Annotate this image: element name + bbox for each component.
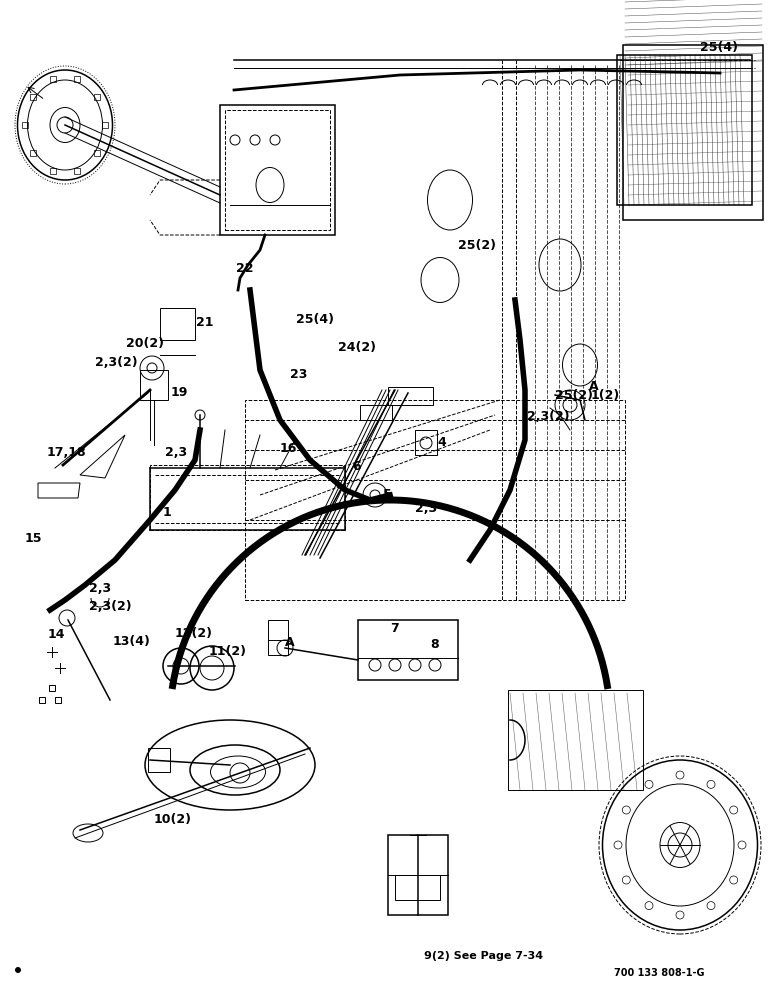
Bar [55, 697, 61, 703]
Text: 5: 5 [383, 488, 391, 500]
Bar [49, 685, 55, 691]
Text: 2,3: 2,3 [165, 446, 187, 458]
Bar [102, 122, 108, 128]
Bar [388, 387, 433, 405]
Text: 4: 4 [437, 436, 445, 448]
Bar [415, 430, 437, 455]
Text: 25(4): 25(4) [296, 314, 334, 326]
Text: 21: 21 [196, 316, 214, 330]
Text: 700 133 808-1-G: 700 133 808-1-G [614, 968, 705, 978]
Bar [220, 105, 335, 235]
Bar [623, 45, 763, 220]
Text: 2,3: 2,3 [89, 582, 111, 594]
Text: 17,18: 17,18 [47, 446, 86, 458]
Bar [268, 620, 288, 655]
Bar [94, 150, 100, 156]
Text: 13(4): 13(4) [113, 635, 151, 648]
Bar [617, 55, 752, 205]
Bar [388, 835, 448, 915]
Text: 1(2): 1(2) [591, 389, 620, 402]
Bar [74, 168, 80, 174]
Text: 25(4): 25(4) [700, 41, 738, 54]
Text: A: A [285, 636, 295, 648]
Text: 15: 15 [25, 532, 42, 544]
Text: 6: 6 [352, 460, 361, 473]
Bar [94, 94, 100, 100]
Text: 2,3(2): 2,3(2) [527, 410, 570, 422]
Text: 16: 16 [280, 442, 297, 456]
Bar [508, 690, 643, 790]
Text: 14: 14 [48, 629, 66, 642]
Text: 2,3(2): 2,3(2) [95, 356, 137, 368]
Text: 24(2): 24(2) [338, 340, 376, 354]
Text: 1: 1 [163, 506, 171, 518]
Bar [39, 697, 45, 703]
Bar [395, 875, 440, 900]
Bar [74, 76, 80, 82]
Text: 23: 23 [290, 368, 307, 381]
Text: 8: 8 [430, 639, 438, 652]
Text: 7: 7 [390, 621, 399, 635]
Text: A: A [589, 379, 598, 392]
Bar [160, 308, 195, 340]
Text: 20(2): 20(2) [126, 336, 164, 350]
Text: 2,3(2): 2,3(2) [89, 600, 131, 613]
Circle shape [15, 967, 21, 973]
Bar [49, 168, 56, 174]
Bar [140, 370, 168, 400]
Bar [29, 150, 36, 156]
Text: 10(2): 10(2) [154, 814, 192, 826]
Text: 9(2) See Page 7-34: 9(2) See Page 7-34 [424, 951, 543, 961]
Bar [49, 76, 56, 82]
Text: 22: 22 [236, 261, 253, 274]
Text: 25(2): 25(2) [555, 389, 593, 402]
Bar [225, 110, 330, 230]
Bar [358, 620, 458, 680]
Circle shape [370, 490, 380, 500]
Bar [245, 400, 625, 600]
Bar [22, 122, 28, 128]
Text: 11(2): 11(2) [209, 645, 247, 658]
Bar [29, 94, 36, 100]
Bar [360, 405, 392, 420]
Text: 25(2): 25(2) [458, 238, 496, 251]
Text: 12(2): 12(2) [175, 628, 213, 641]
Bar [150, 465, 345, 530]
Text: 19: 19 [171, 386, 188, 399]
Text: 2,3: 2,3 [415, 502, 437, 514]
